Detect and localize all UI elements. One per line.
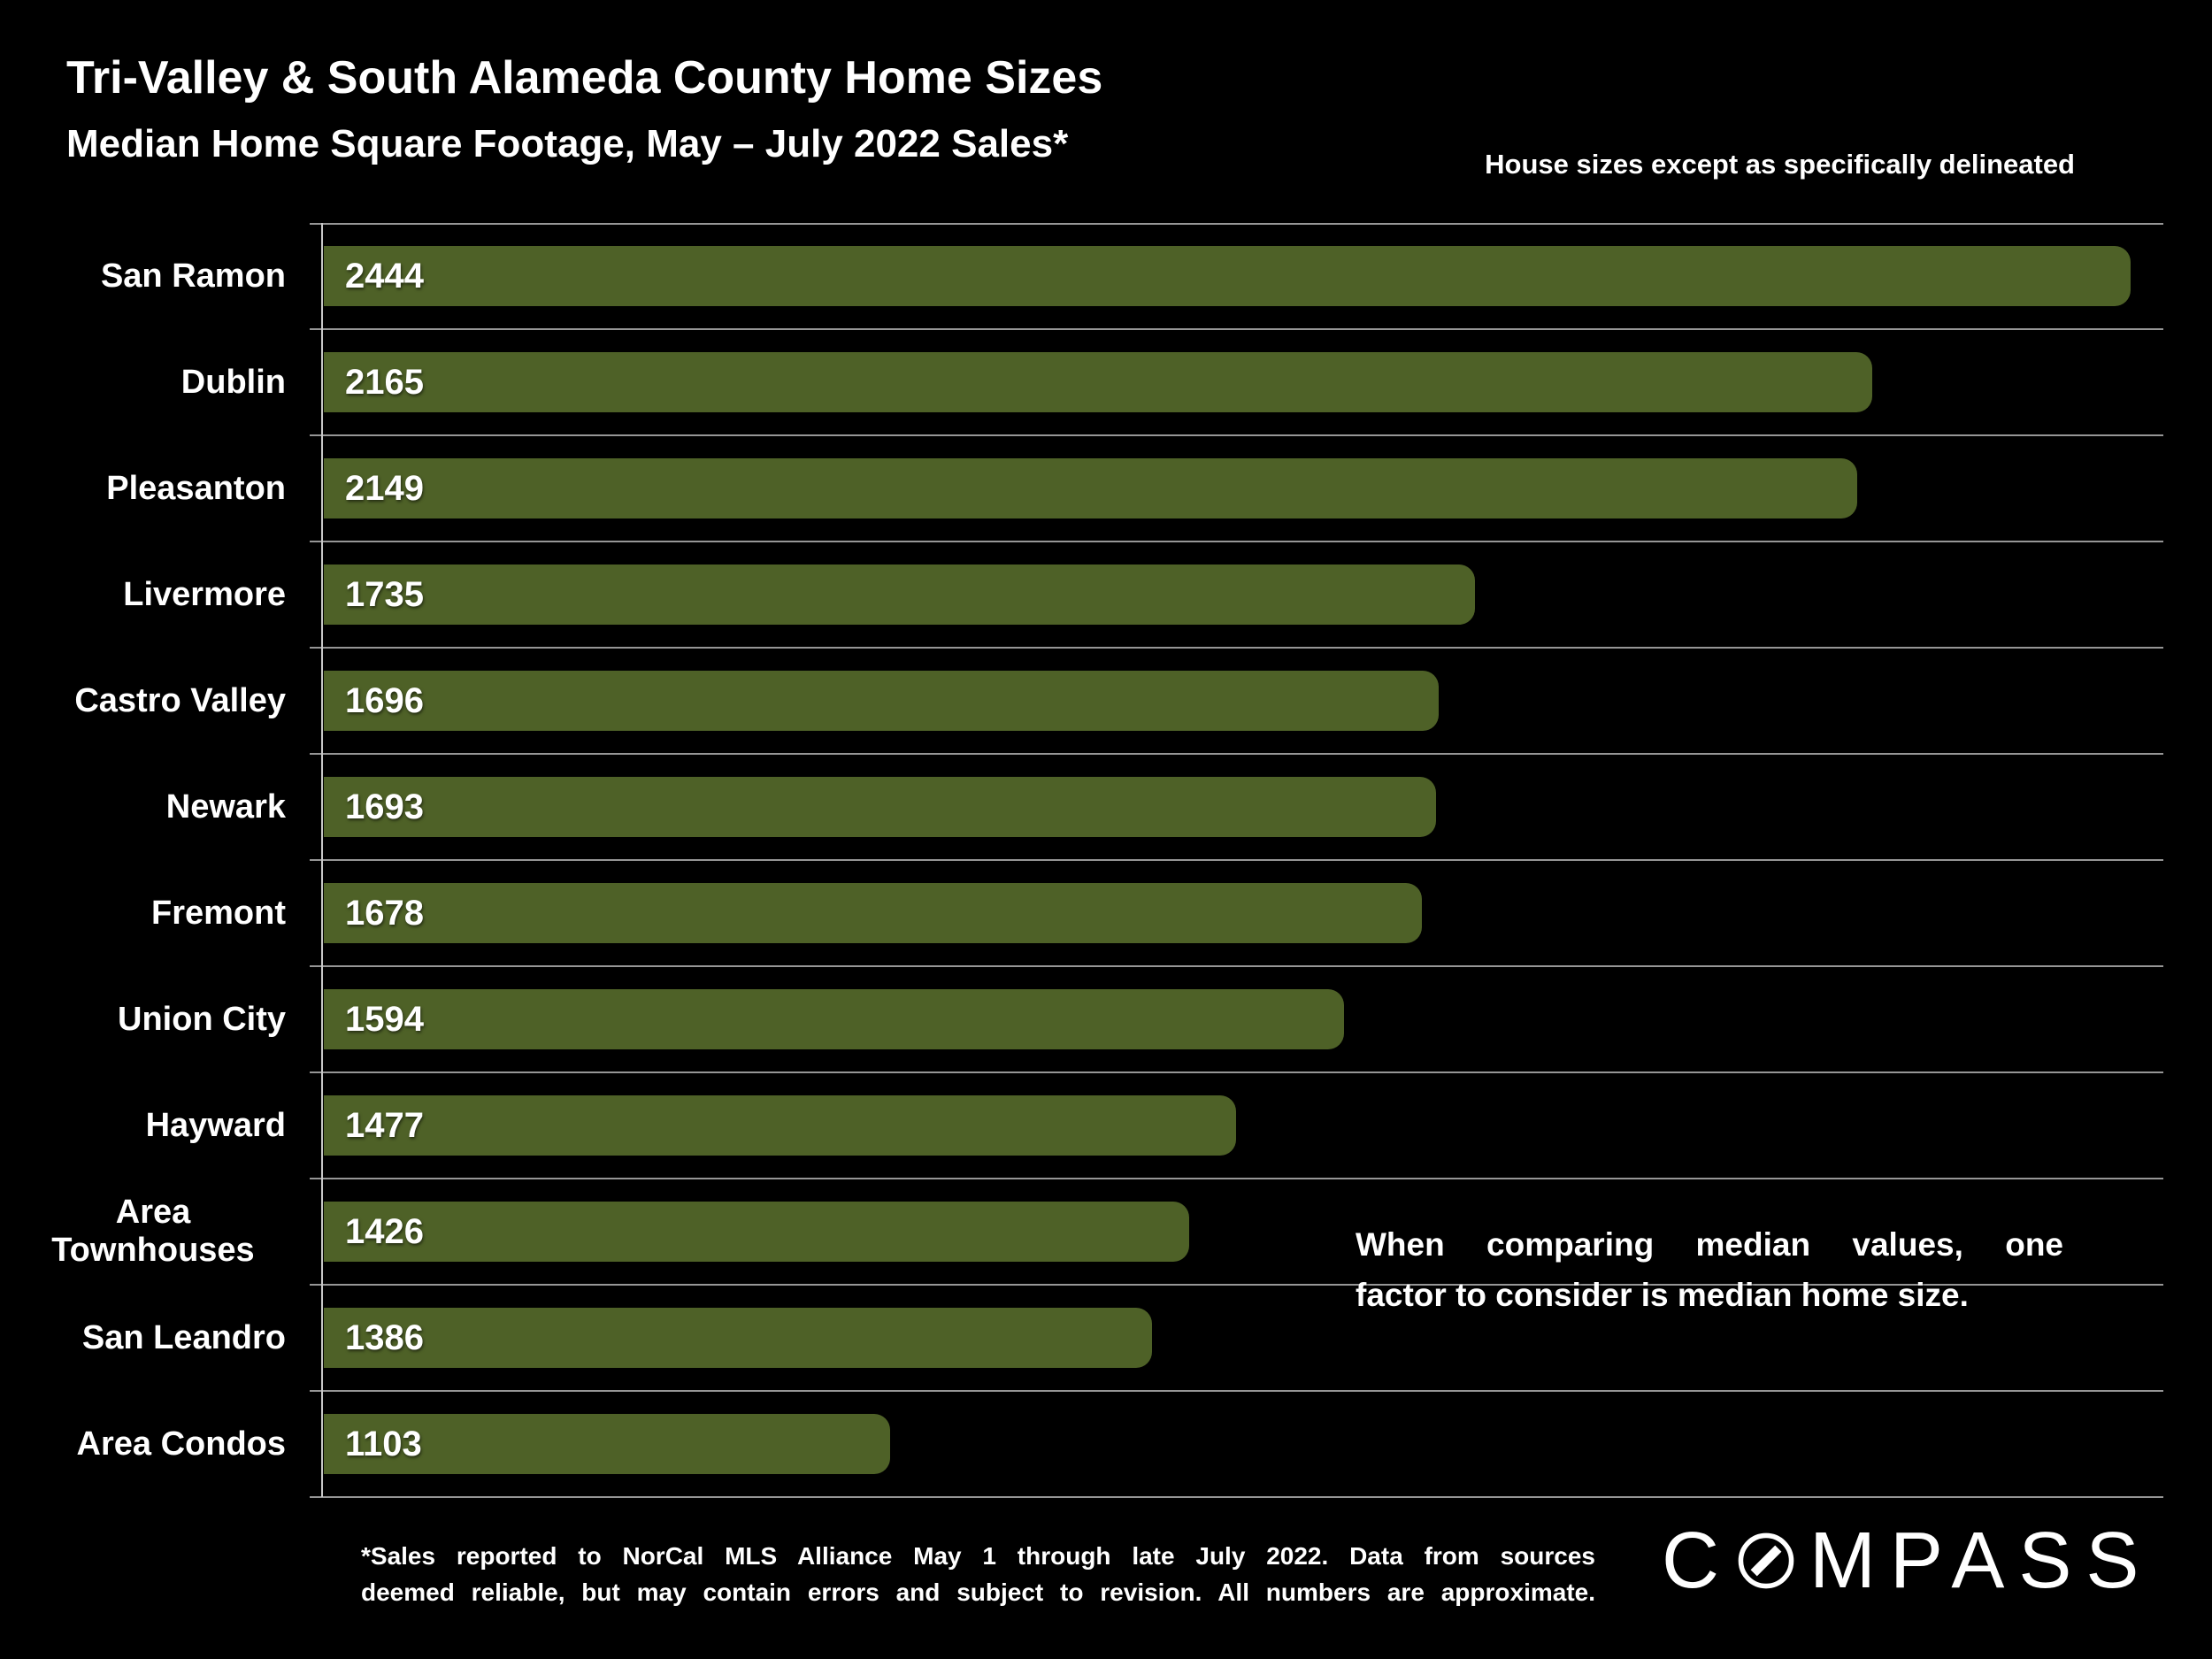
category-label-box: Livermore (0, 541, 286, 648)
bar: 1693 (324, 777, 1436, 837)
bar: 2149 (324, 458, 1857, 518)
chart-row: Union City 1594 (0, 966, 2212, 1073)
category-label-box: Fremont (0, 860, 286, 966)
chart-row: Hayward 1477 (0, 1072, 2212, 1179)
bar-value-label: 1103 (345, 1424, 422, 1463)
category-label: Dublin (180, 363, 286, 401)
bar-value-label: 2165 (345, 362, 424, 402)
category-separator-gridline (310, 328, 2163, 330)
bar: 1477 (324, 1095, 1236, 1156)
category-separator-gridline (310, 541, 2163, 542)
bar: 1696 (324, 671, 1439, 731)
category-separator-gridline (310, 1390, 2163, 1392)
chart-row: Area Condos 1103 (0, 1391, 2212, 1498)
category-label-box: Dublin (0, 329, 286, 435)
bar-value-label: 1477 (345, 1105, 424, 1145)
category-label: Fremont (151, 894, 286, 932)
annotation-text: When comparing median values, one factor… (1356, 1219, 2063, 1320)
bar-value-label: 1678 (345, 893, 424, 933)
bar-value-label: 1386 (345, 1317, 424, 1357)
bar-value-label: 2444 (345, 256, 424, 296)
chart-row: San Ramon 2444 (0, 223, 2212, 330)
category-label-box: Castro Valley (0, 648, 286, 754)
category-label-box: Hayward (0, 1072, 286, 1179)
category-label-box: San Ramon (0, 223, 286, 329)
category-label: Pleasanton (106, 469, 286, 507)
category-separator-gridline (310, 965, 2163, 967)
chart-row: Fremont 1678 (0, 860, 2212, 967)
annotation-line-1: When comparing median values, one (1356, 1226, 2063, 1263)
category-label: Area Townhouses (51, 1194, 255, 1269)
chart-row: San Leandro 1386 (0, 1285, 2212, 1392)
category-label: Newark (165, 787, 286, 826)
bar-value-label: 2149 (345, 468, 424, 508)
bar-value-label: 1426 (345, 1211, 424, 1251)
category-label-box: Union City (0, 966, 286, 1072)
category-separator-gridline (310, 1496, 2163, 1498)
bar-value-label: 1594 (345, 999, 424, 1039)
chart-row: Area Townhouses 1426 (0, 1179, 2212, 1286)
category-label-box: Area Condos (0, 1391, 286, 1497)
bar-value-label: 1693 (345, 787, 424, 826)
footnote-text: *Sales reported to NorCal MLS Alliance M… (361, 1538, 1595, 1610)
page-title: Tri-Valley & South Alameda County Home S… (66, 52, 1103, 104)
compass-logo: C MPASS (1662, 1517, 2154, 1605)
category-label: Area Condos (76, 1425, 286, 1463)
bar: 1594 (324, 989, 1344, 1049)
bar: 1426 (324, 1202, 1189, 1262)
chart-row: Castro Valley 1696 (0, 648, 2212, 755)
footnote-line-1: *Sales reported to NorCal MLS Alliance M… (361, 1542, 1595, 1570)
top-right-note: House sizes except as specifically delin… (1485, 149, 2075, 180)
category-label-box: Newark (0, 754, 286, 860)
category-label: Hayward (145, 1106, 286, 1144)
category-separator-gridline (310, 1178, 2163, 1179)
category-separator-gridline (310, 647, 2163, 649)
bar: 1103 (324, 1414, 890, 1474)
compass-logo-text-mpass: MPASS (1809, 1517, 2154, 1605)
bar: 1678 (324, 883, 1422, 943)
category-label: Livermore (123, 575, 286, 613)
category-separator-gridline (310, 434, 2163, 436)
page-subtitle: Median Home Square Footage, May – July 2… (66, 122, 1069, 165)
category-separator-gridline (310, 753, 2163, 755)
bar: 1735 (324, 565, 1475, 625)
chart-row: Dublin 2165 (0, 329, 2212, 436)
chart-row: Newark 1693 (0, 754, 2212, 861)
category-label: Union City (118, 1000, 286, 1038)
category-label-box: Area Townhouses (0, 1179, 286, 1285)
bar-value-label: 1696 (345, 680, 424, 720)
category-separator-gridline (310, 1284, 2163, 1286)
y-axis-line (321, 223, 323, 1497)
bar-chart: San Ramon 2444 Dublin 2165 Pleasanton 21… (0, 223, 2212, 1498)
category-label: Castro Valley (74, 681, 286, 719)
chart-top-gridline (310, 223, 2163, 225)
category-label: San Leandro (81, 1318, 286, 1356)
bar: 1386 (324, 1308, 1152, 1368)
bar: 2165 (324, 352, 1872, 412)
chart-row: Livermore 1735 (0, 541, 2212, 649)
bar: 2444 (324, 246, 2131, 306)
category-label-box: Pleasanton (0, 435, 286, 541)
compass-logo-slashed-o-icon (1738, 1532, 1794, 1589)
category-separator-gridline (310, 859, 2163, 861)
chart-row: Pleasanton 2149 (0, 435, 2212, 542)
category-label: San Ramon (100, 257, 286, 295)
footnote-line-2: deemed reliable, but may contain errors … (361, 1578, 1595, 1606)
bar-value-label: 1735 (345, 574, 424, 614)
compass-logo-text-c: C (1662, 1517, 1733, 1605)
category-separator-gridline (310, 1071, 2163, 1073)
category-label-box: San Leandro (0, 1285, 286, 1391)
annotation-line-2: factor to consider is median home size. (1356, 1277, 1969, 1313)
